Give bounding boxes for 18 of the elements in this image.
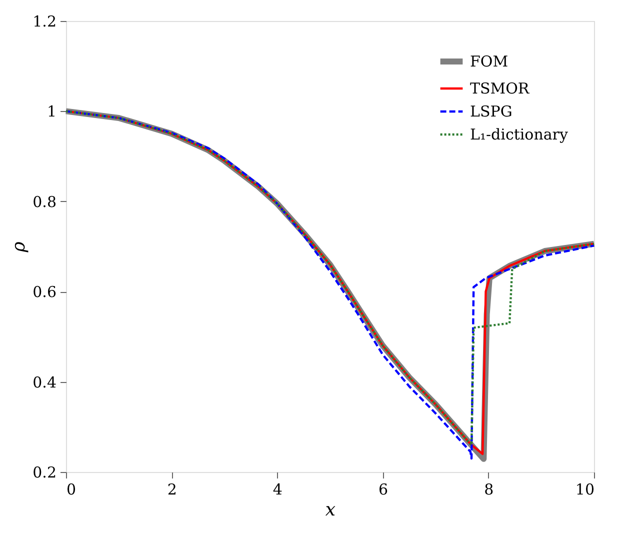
x-tick-label: 6 — [378, 480, 388, 498]
legend-label: TSMOR — [470, 80, 530, 98]
y-tick-label: 0.2 — [32, 464, 56, 482]
x-tick-label: 4 — [272, 480, 282, 498]
x-tick-label: 0 — [66, 480, 76, 498]
y-axis-title: ρ — [8, 241, 30, 254]
y-tick-label: 1.2 — [32, 12, 56, 30]
y-tick-label: 0.6 — [32, 283, 56, 302]
legend-label: LSPG — [470, 102, 512, 120]
y-tick-label: 0.4 — [32, 373, 56, 392]
x-tick-label: 2 — [167, 480, 177, 498]
y-tick-label: 0.8 — [32, 192, 56, 211]
legend-label: L₁-dictionary — [470, 126, 568, 144]
legend-label: FOM — [470, 52, 508, 70]
x-tick-label: 8 — [484, 480, 494, 498]
x-tick-label: 10 — [575, 480, 594, 498]
y-tick-label: 1 — [46, 102, 56, 121]
x-axis-title: x — [325, 500, 336, 520]
